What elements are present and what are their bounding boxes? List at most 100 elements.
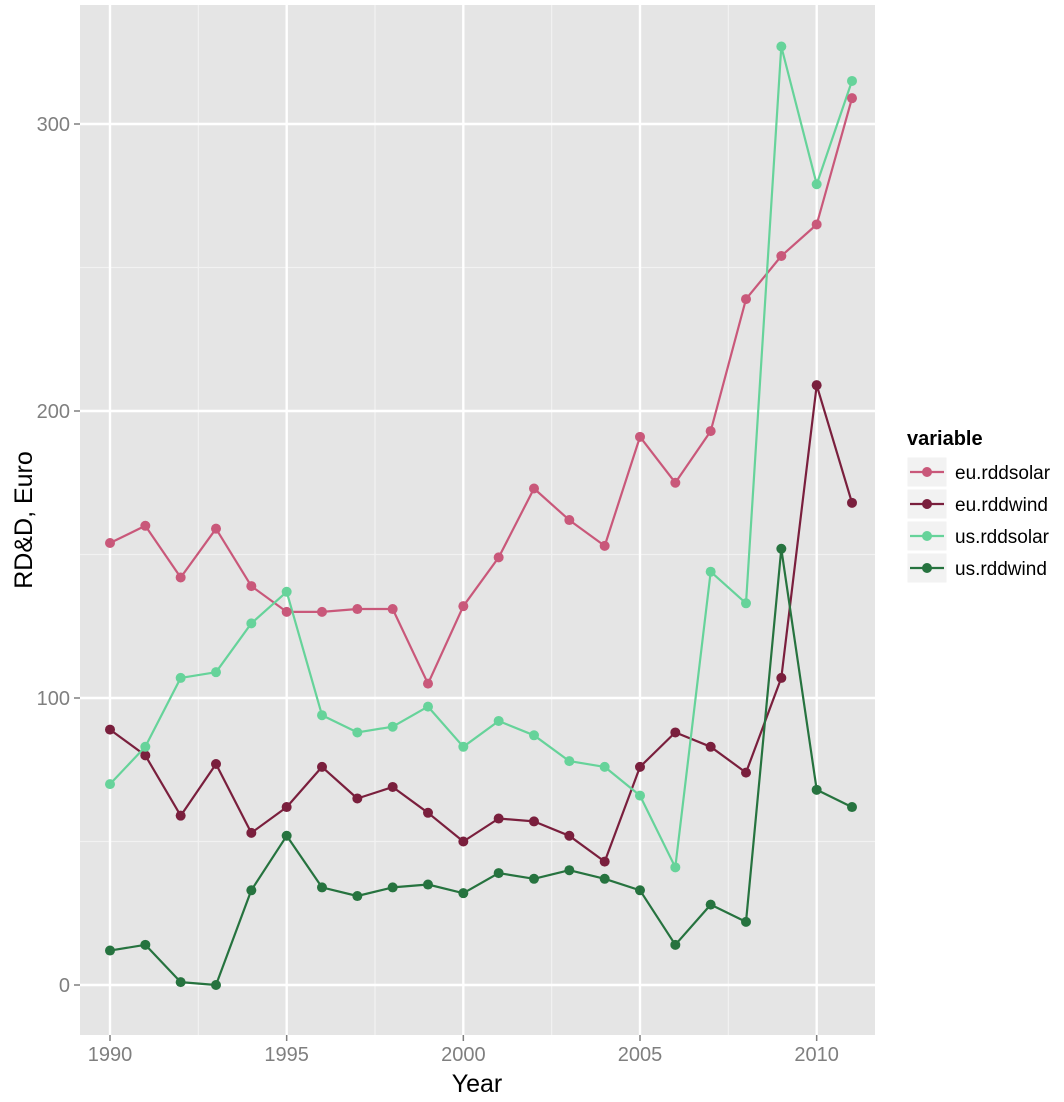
data-point-us.rddwind: [564, 865, 575, 876]
legend-label: eu.rddsolar: [955, 463, 1051, 484]
legend-label: us.rddsolar: [955, 527, 1050, 548]
data-point-eu.rddwind: [635, 761, 645, 772]
legend-key-point: [922, 531, 932, 541]
data-point-us.rddsolar: [599, 761, 610, 772]
data-point-eu.rddwind: [564, 830, 575, 841]
x-axis-title: Year: [452, 1070, 503, 1098]
data-point-us.rddsolar: [811, 179, 822, 190]
y-tick-label: 0: [59, 975, 70, 997]
data-point-us.rddwind: [599, 873, 610, 884]
y-tick-label: 200: [37, 401, 70, 423]
data-point-us.rddsolar: [564, 756, 575, 767]
data-point-us.rddsolar: [458, 741, 469, 752]
data-point-eu.rddwind: [387, 781, 398, 792]
data-point-us.rddsolar: [635, 790, 645, 801]
data-point-eu.rddsolar: [175, 572, 186, 583]
data-point-eu.rddsolar: [599, 540, 610, 551]
data-point-us.rddwind: [493, 868, 504, 879]
data-point-eu.rddwind: [352, 793, 363, 804]
data-point-us.rddwind: [529, 873, 539, 884]
y-tick-label: 300: [37, 114, 70, 136]
data-point-eu.rddsolar: [564, 515, 575, 526]
data-point-us.rddwind: [811, 784, 822, 795]
series-lines: [109, 45, 854, 987]
data-point-us.rddsolar: [281, 586, 292, 597]
data-point-us.rddwind: [423, 879, 433, 890]
series-line-eu.rddwind: [109, 384, 854, 863]
data-point-eu.rddsolar: [635, 431, 645, 442]
data-point-eu.rddwind: [458, 836, 469, 847]
data-point-eu.rddsolar: [776, 251, 787, 262]
data-point-eu.rddsolar: [387, 604, 398, 615]
x-tick-label: 2005: [618, 1044, 663, 1066]
series-line-eu.rddsolar: [109, 97, 854, 685]
data-point-eu.rddsolar: [317, 606, 327, 617]
data-point-eu.rddsolar: [211, 523, 221, 534]
data-point-eu.rddwind: [705, 741, 716, 752]
minor-gridlines: [80, 5, 875, 1035]
data-point-eu.rddsolar: [458, 601, 469, 612]
data-point-us.rddwind: [847, 802, 857, 813]
data-point-eu.rddsolar: [811, 219, 822, 230]
data-point-eu.rddwind: [211, 759, 221, 770]
x-tick-label: 2000: [441, 1044, 486, 1066]
data-point-eu.rddwind: [599, 856, 610, 867]
data-point-eu.rddwind: [281, 802, 292, 813]
data-point-us.rddsolar: [670, 862, 681, 873]
data-point-us.rddwind: [140, 939, 151, 950]
data-point-us.rddwind: [705, 899, 716, 910]
data-point-eu.rddsolar: [140, 520, 151, 531]
data-point-eu.rddsolar: [705, 426, 716, 437]
series-line-us.rddwind: [109, 547, 853, 987]
data-point-us.rddsolar: [493, 715, 504, 726]
data-point-eu.rddwind: [317, 761, 327, 772]
legend-key-point: [922, 467, 932, 477]
data-point-eu.rddwind: [529, 816, 539, 827]
data-point-us.rddsolar: [387, 721, 398, 732]
x-tick-label: 1995: [264, 1044, 309, 1066]
data-point-eu.rddwind: [670, 727, 681, 738]
x-axis: 1990 1995 2000 2005 2010: [88, 1035, 839, 1066]
data-point-eu.rddsolar: [741, 294, 751, 305]
plot-panel: [80, 5, 875, 1035]
legend-label: eu.rddwind: [955, 495, 1048, 516]
data-point-eu.rddwind: [140, 750, 151, 761]
x-tick-label: 2010: [794, 1044, 839, 1066]
data-point-us.rddsolar: [211, 667, 221, 678]
data-point-us.rddwind: [246, 885, 257, 896]
y-axis: 0 100 200 300: [37, 114, 80, 997]
data-point-us.rddwind: [458, 888, 469, 899]
data-point-eu.rddsolar: [246, 581, 257, 592]
legend: variable eu.rddsolar eu.rddwind us.rddsola…: [906, 428, 1051, 584]
x-tick-label: 1990: [88, 1044, 133, 1066]
data-point-us.rddwind: [175, 977, 186, 988]
data-point-eu.rddwind: [847, 497, 857, 508]
series-line-us.rddsolar: [109, 45, 854, 869]
data-point-us.rddwind: [211, 980, 221, 990]
data-point-us.rddsolar: [175, 672, 186, 683]
data-point-eu.rddsolar: [105, 538, 115, 549]
data-point-eu.rddwind: [246, 827, 257, 838]
legend-label: us.rddwind: [955, 559, 1047, 580]
data-point-eu.rddwind: [776, 672, 787, 683]
data-point-us.rddwind: [741, 916, 751, 927]
data-point-eu.rddwind: [175, 810, 186, 821]
data-point-eu.rddsolar: [281, 606, 292, 617]
data-point-us.rddwind: [352, 891, 363, 902]
legend-key-point: [922, 563, 932, 573]
data-point-eu.rddwind: [493, 813, 504, 824]
y-axis-title: RD&D, Euro: [10, 451, 38, 589]
legend-title: variable: [907, 428, 983, 450]
data-point-us.rddwind: [635, 885, 645, 896]
data-point-eu.rddwind: [811, 380, 822, 391]
data-point-eu.rddwind: [741, 767, 751, 778]
data-point-us.rddwind: [105, 945, 115, 956]
data-point-eu.rddsolar: [493, 552, 504, 563]
data-point-us.rddsolar: [741, 598, 751, 609]
data-point-us.rddwind: [670, 939, 681, 950]
data-point-us.rddsolar: [776, 41, 787, 52]
data-point-us.rddwind: [281, 830, 292, 841]
data-point-eu.rddsolar: [352, 604, 363, 615]
data-point-us.rddsolar: [317, 710, 327, 721]
